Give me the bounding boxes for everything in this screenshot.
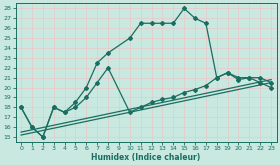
X-axis label: Humidex (Indice chaleur): Humidex (Indice chaleur) bbox=[92, 152, 201, 162]
